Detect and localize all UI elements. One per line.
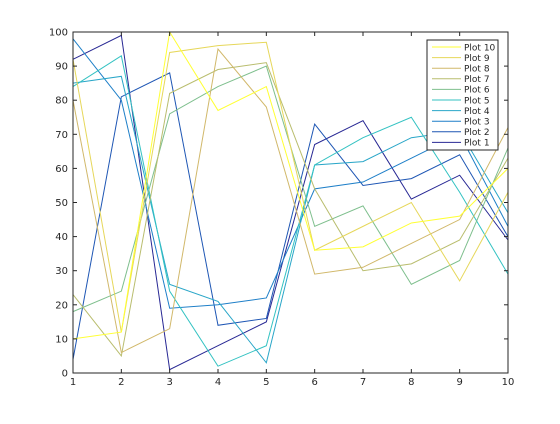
y-tick-label: 90: [55, 62, 68, 73]
x-tick-label: 1: [70, 377, 76, 388]
series-line-plot-9: [72, 41, 509, 333]
y-tick-label: 20: [55, 300, 68, 311]
x-tick-label: 10: [502, 377, 515, 388]
legend-label: Plot 10: [464, 43, 496, 53]
y-tick-label: 10: [55, 334, 68, 345]
series-line-plot-8: [72, 47, 509, 354]
legend-label: Plot 3: [464, 118, 490, 128]
x-tick-label: 8: [408, 377, 414, 388]
legend-label: Plot 9: [464, 54, 490, 64]
legend-label: Plot 6: [464, 86, 490, 96]
series-line-plot-10: [72, 30, 509, 340]
x-tick-label: 5: [263, 377, 269, 388]
y-tick-label: 30: [55, 266, 68, 277]
legend-label: Plot 5: [464, 96, 490, 106]
legend-label: Plot 7: [464, 75, 490, 85]
series-line-plot-7: [72, 62, 509, 358]
series-line-plot-2: [72, 72, 509, 360]
y-tick-label: 80: [55, 96, 68, 107]
y-tick-label: 40: [55, 232, 68, 243]
x-tick-label: 9: [456, 377, 462, 388]
series-line-plot-5: [72, 55, 509, 367]
x-tick-label: 7: [360, 377, 366, 388]
legend-label: Plot 4: [464, 107, 490, 117]
x-tick-label: 3: [166, 377, 172, 388]
legend-label: Plot 8: [464, 65, 490, 75]
y-tick-label: 50: [55, 198, 68, 209]
x-tick-label: 2: [118, 377, 124, 388]
y-tick-label: 70: [55, 130, 68, 141]
x-tick-label: 6: [311, 377, 317, 388]
legend-label: Plot 1: [464, 139, 490, 149]
y-tick-label: 0: [62, 369, 68, 380]
x-tick-label: 4: [215, 377, 221, 388]
y-tick-label: 100: [49, 28, 68, 39]
y-tick-label: 60: [55, 164, 68, 175]
series-layer: [72, 30, 509, 371]
legend-label: Plot 2: [464, 128, 490, 138]
